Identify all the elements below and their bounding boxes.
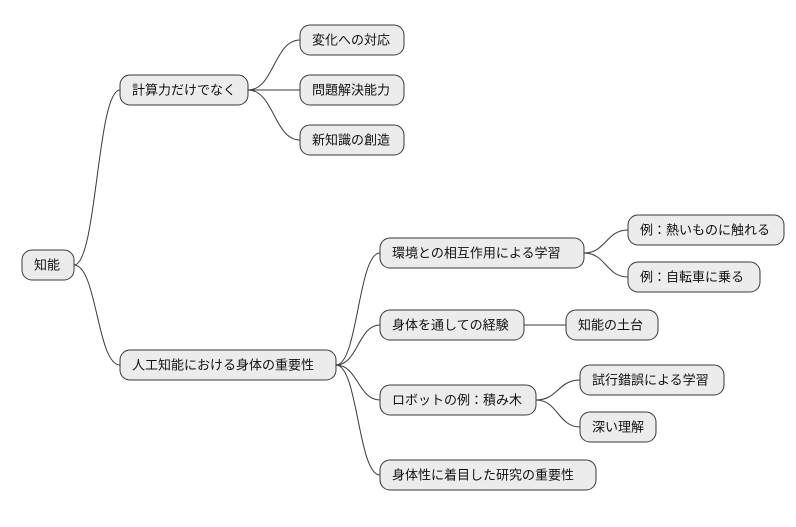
node-label-b1a: 例：熱いものに触れる xyxy=(640,220,770,239)
node-b1: 環境との相互作用による学習 xyxy=(380,238,584,268)
edge-b1-b1a xyxy=(584,230,628,253)
node-label-a3: 新知識の創造 xyxy=(312,130,390,149)
edge-b-b4 xyxy=(336,365,380,475)
node-b2: 身体を通しての経験 xyxy=(380,310,524,340)
node-b: 人工知能における身体の重要性 xyxy=(120,350,336,380)
node-label-a1: 変化への対応 xyxy=(312,30,390,49)
edge-b-b2 xyxy=(336,325,380,365)
node-b1a: 例：熱いものに触れる xyxy=(628,215,784,245)
node-b2a: 知能の土台 xyxy=(566,310,658,340)
edge-b1-b1b xyxy=(584,253,628,277)
edge-b3-b3a xyxy=(536,380,580,400)
node-a1: 変化への対応 xyxy=(300,25,404,55)
edge-root-b xyxy=(74,265,120,365)
edge-b-b3 xyxy=(336,365,380,400)
node-label-b1: 環境との相互作用による学習 xyxy=(392,243,560,262)
node-label-b3: ロボットの例：積み木 xyxy=(392,390,522,409)
edge-b-b1 xyxy=(336,253,380,365)
nodes-layer: 知能 計算力だけでなく 変化への対応問題解決能力新知識の創造人工知能における身体の重… xyxy=(22,25,784,490)
node-a2: 問題解決能力 xyxy=(300,75,404,105)
mindmap-canvas: 知能 計算力だけでなく 変化への対応問題解決能力新知識の創造人工知能における身体の重… xyxy=(0,0,796,527)
node-label-b2a: 知能の土台 xyxy=(578,315,643,334)
edge-b3-b3b xyxy=(536,400,580,427)
node-b1b: 例：自転車に乗る xyxy=(628,262,760,292)
node-a3: 新知識の創造 xyxy=(300,125,404,155)
node-b3b: 深い理解 xyxy=(580,412,656,442)
node-label-b3a: 試行錯誤による学習 xyxy=(592,370,709,389)
node-b3a: 試行錯誤による学習 xyxy=(580,365,724,395)
node-label-a: 計算力だけでなく xyxy=(132,80,236,99)
node-b4: 身体性に着目した研究の重要性 xyxy=(380,460,596,490)
edge-a-a1 xyxy=(248,40,300,90)
node-label-b3b: 深い理解 xyxy=(592,417,644,436)
edge-root-a xyxy=(74,90,120,265)
node-label-b2: 身体を通しての経験 xyxy=(392,315,509,334)
node-label-b1b: 例：自転車に乗る xyxy=(640,267,744,286)
edge-a-a3 xyxy=(248,90,300,140)
node-label-root: 知能 xyxy=(34,255,60,274)
node-label-b4: 身体性に着目した研究の重要性 xyxy=(392,465,574,484)
node-a: 計算力だけでなく xyxy=(120,75,248,105)
node-root: 知能 xyxy=(22,250,74,280)
node-label-a2: 問題解決能力 xyxy=(312,80,390,99)
node-b3: ロボットの例：積み木 xyxy=(380,385,536,415)
node-label-b: 人工知能における身体の重要性 xyxy=(132,355,314,374)
